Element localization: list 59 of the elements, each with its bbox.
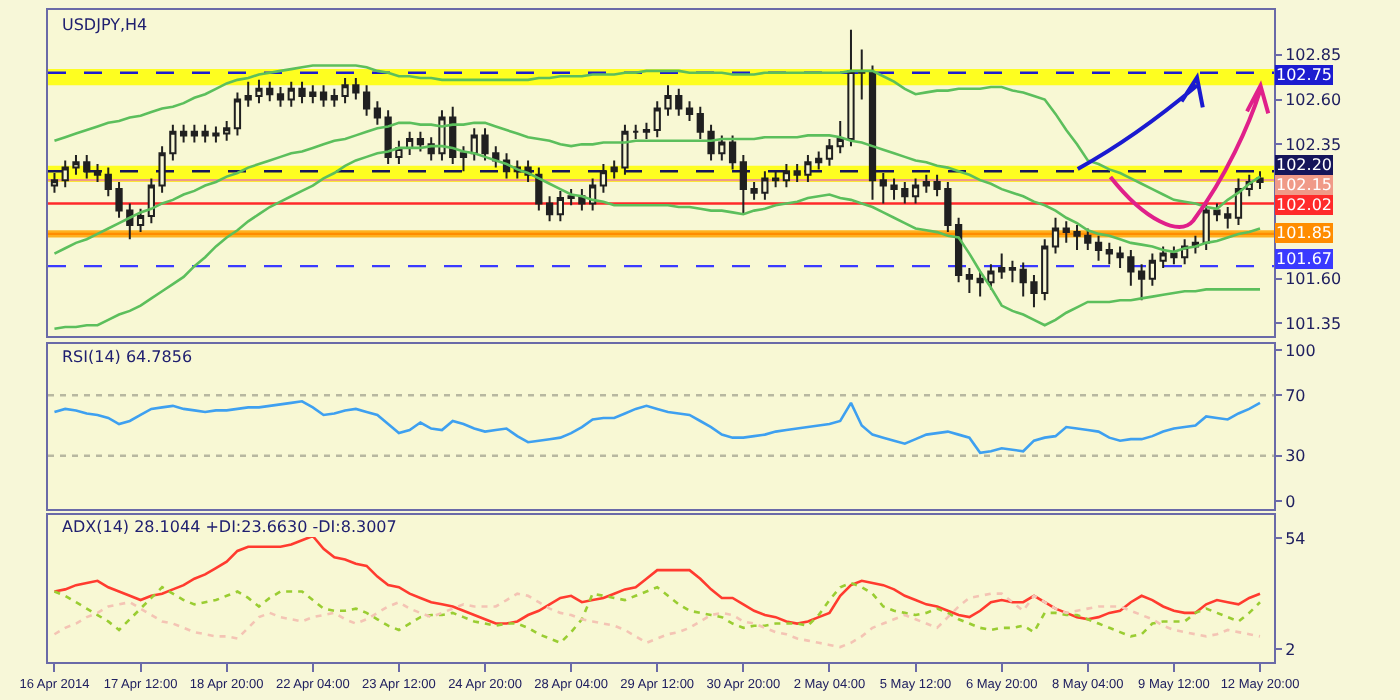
- candlestick: [1051, 216, 1060, 255]
- chart-title: ADX(14) 28.1044 +DI:23.6630 -DI:8.3007: [62, 518, 397, 536]
- line-series: [53, 64, 1262, 211]
- candlestick: [1137, 263, 1146, 302]
- candlestick: [406, 130, 414, 157]
- candlestick: [373, 100, 382, 126]
- candlestick: [836, 120, 844, 155]
- chart-title: USDJPY,H4: [62, 16, 148, 34]
- candlestick: [535, 166, 543, 212]
- candlestick: [1256, 170, 1264, 191]
- y-tick-label: 102.85: [1285, 46, 1342, 65]
- candlestick: [416, 130, 425, 153]
- candlestick: [599, 163, 608, 194]
- candlestick: [545, 195, 554, 223]
- y-tick-label: 30: [1285, 447, 1306, 466]
- candlestick: [911, 177, 920, 205]
- ref-line-label: 102.75: [1276, 66, 1332, 84]
- candlestick: [825, 137, 834, 167]
- candlestick: [782, 163, 791, 189]
- candlestick: [136, 207, 145, 234]
- y-tick-label: 2: [1285, 640, 1296, 659]
- candlestick: [1094, 234, 1103, 262]
- candlestick: [190, 123, 199, 144]
- y-tick-label: 101.35: [1285, 315, 1342, 334]
- candlestick: [50, 172, 59, 194]
- ref-line-label: 102.15: [1276, 176, 1332, 194]
- candlestick: [1148, 252, 1156, 287]
- line-series: [53, 592, 1262, 649]
- y-tick-label: 102.35: [1285, 135, 1342, 154]
- y-tick-label: 101.60: [1285, 270, 1342, 289]
- candlestick: [459, 145, 468, 173]
- y-tick-label: 100: [1285, 341, 1316, 360]
- candlestick: [362, 84, 371, 117]
- candlestick: [632, 123, 640, 140]
- candlestick: [319, 84, 328, 108]
- candlestick: [1008, 259, 1017, 284]
- candlestick: [93, 163, 102, 183]
- candlestick: [685, 100, 694, 123]
- y-tick-label: 102.60: [1285, 91, 1342, 110]
- line-series: [53, 534, 1262, 625]
- candlestick: [1234, 177, 1243, 226]
- ref-line-label: 101.85: [1276, 224, 1332, 242]
- ref-line-label: 101.67: [1276, 250, 1332, 268]
- chart-title: RSI(14) 64.7856: [62, 348, 193, 366]
- candlestick: [642, 121, 651, 140]
- candlestick: [728, 134, 737, 171]
- y-tick-label: 0: [1285, 492, 1296, 511]
- candlestick: [276, 86, 285, 108]
- line-series: [53, 121, 1262, 255]
- line-series: [53, 581, 1262, 645]
- line-series: [53, 144, 1262, 331]
- candlestick: [233, 91, 242, 137]
- y-tick-label: 70: [1285, 386, 1306, 405]
- line-series: [53, 400, 1262, 455]
- y-tick-label: 54: [1285, 529, 1306, 548]
- candlestick: [965, 266, 974, 295]
- ref-line-label: 102.20: [1276, 156, 1332, 174]
- ref-line-label: 102.02: [1276, 196, 1332, 214]
- candlestick: [868, 64, 877, 201]
